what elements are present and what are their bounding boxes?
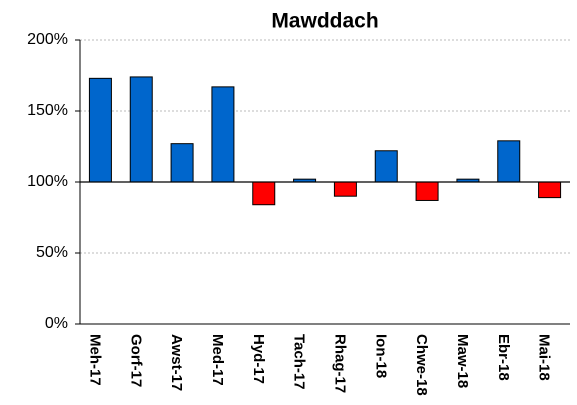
bar [415,181,439,201]
y-tick-label: 150% [27,102,68,119]
y-tick-label: 50% [36,244,68,261]
x-tick-label: Awst-17 [168,334,185,391]
x-tick-label: Maw-18 [454,334,471,388]
x-tick-label: Ion-18 [372,334,389,378]
x-tick-label: Mai-18 [536,334,553,381]
bar [129,76,153,183]
bar [211,86,235,183]
y-tick-label: 200% [27,31,68,48]
x-tick-label: Ebr-18 [495,334,512,381]
bar [333,181,357,197]
x-tick-label: Gorf-17 [127,334,144,387]
x-tick-label: Meh-17 [86,334,103,386]
bar [88,77,112,183]
x-tick-label: Chwe-18 [413,334,430,396]
x-tick-label: Hyd-17 [250,334,267,384]
bar [170,143,194,183]
x-tick-label: Rhag-17 [331,334,348,393]
bar [497,140,521,183]
y-tick-label: 0% [45,315,68,332]
x-tick-label: Med-17 [209,334,226,386]
bar [538,181,562,199]
bar [252,181,276,206]
bar [374,150,398,183]
y-tick-label: 100% [27,173,68,190]
chart-title: Mawddach [271,10,378,33]
x-tick-label: Tach-17 [291,334,308,390]
